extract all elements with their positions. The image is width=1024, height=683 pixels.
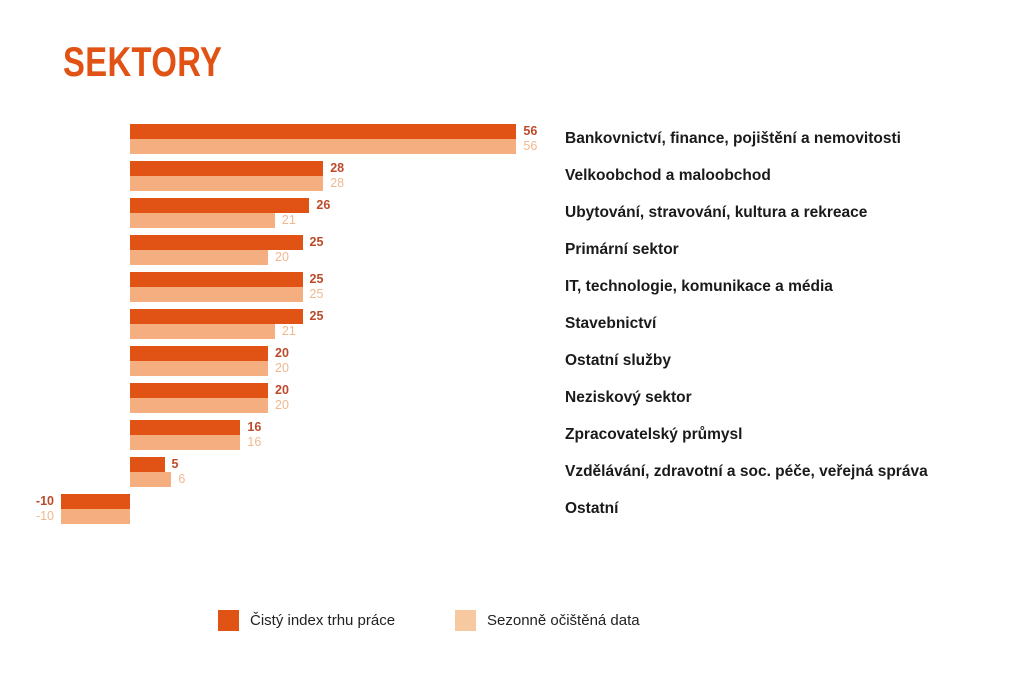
chart-row: 5 6 Vzdělávání, zdravotní a soc. péče, veř…	[0, 457, 1024, 494]
category-label: Ostatní	[565, 500, 619, 517]
value-label: 16	[247, 420, 262, 434]
value-label: 6	[178, 472, 186, 486]
value-label: -10	[35, 494, 54, 508]
bar-seasonal	[130, 213, 275, 228]
value-label: 20	[275, 398, 289, 412]
bar-seasonal	[130, 435, 241, 450]
chart-row: 25 25 IT, technologie, komunikace a média	[0, 272, 1024, 309]
bar-seasonal	[130, 176, 324, 191]
legend-label-seasonal: Sezonně očištěná data	[487, 612, 640, 629]
bar-net-index	[130, 346, 268, 361]
bar-net-index	[130, 420, 241, 435]
bar-net-index	[130, 383, 268, 398]
bar-seasonal	[130, 324, 275, 339]
bar-net-index	[130, 198, 310, 213]
bar-seasonal	[130, 287, 303, 302]
value-label: 25	[309, 272, 324, 286]
bar-seasonal	[130, 361, 268, 376]
chart-row: 28 28 Velkoobchod a maloobchod	[0, 161, 1024, 198]
legend-swatch-dark	[218, 610, 239, 631]
value-label: 16	[247, 435, 262, 449]
legend-label-net-index: Čistý index trhu práce	[250, 612, 396, 629]
bar-seasonal	[130, 472, 172, 487]
category-label: Primární sektor	[565, 241, 679, 258]
chart-title: SEKTORY	[63, 38, 223, 85]
value-label: 25	[309, 287, 324, 301]
bar-net-index	[130, 235, 303, 250]
bar-net-index	[130, 161, 324, 176]
chart-row: 20 20 Neziskový sektor	[0, 383, 1024, 420]
category-label: Ubytování, stravování, kultura a rekreac…	[565, 204, 868, 221]
category-label: Bankovnictví, finance, pojištění a nemov…	[565, 130, 901, 147]
value-label: 21	[281, 213, 296, 227]
category-label: Velkoobchod a maloobchod	[565, 167, 771, 184]
value-label: -10	[35, 509, 54, 523]
bar-net-index	[130, 457, 165, 472]
value-label: 28	[330, 161, 345, 175]
chart-row: 25 20 Primární sektor	[0, 235, 1024, 272]
chart-row: 16 16 Zpracovatelský průmysl	[0, 420, 1024, 457]
bar-net-index	[130, 124, 517, 139]
value-label: 25	[309, 309, 324, 323]
value-label: 20	[275, 250, 289, 264]
bar-seasonal	[130, 398, 268, 413]
value-label: 20	[275, 361, 289, 375]
value-label: 20	[275, 383, 289, 397]
value-label: 5	[171, 457, 179, 471]
category-label: Neziskový sektor	[565, 389, 692, 406]
category-label: Ostatní služby	[565, 352, 671, 369]
value-label: 25	[309, 235, 324, 249]
bar-seasonal	[130, 250, 268, 265]
chart-row: -10 -10 Ostatní	[0, 494, 1024, 531]
value-label: 26	[316, 198, 331, 212]
bar-net-index	[130, 309, 303, 324]
category-label: IT, technologie, komunikace a média	[565, 278, 833, 295]
legend-item-net-index: Čistý index trhu práce	[218, 610, 395, 631]
value-label: 28	[330, 176, 345, 190]
category-label: Stavebnictví	[565, 315, 657, 332]
value-label: 56	[523, 124, 538, 138]
value-label: 56	[523, 139, 538, 153]
legend-item-seasonal: Sezonně očištěná data	[455, 610, 640, 631]
category-label: Vzdělávání, zdravotní a soc. péče, veřej…	[565, 463, 928, 480]
chart-row: 56 56 Bankovnictví, finance, pojištění a n…	[0, 124, 1024, 161]
category-label: Zpracovatelský průmysl	[565, 426, 743, 443]
bar-seasonal	[61, 509, 130, 524]
value-label: 21	[281, 324, 296, 338]
bar-seasonal	[130, 139, 517, 154]
bar-chart: 56 56 Bankovnictví, finance, pojištění a n…	[0, 124, 1024, 531]
legend-swatch-light	[455, 610, 476, 631]
legend: Čistý index trhu práce Sezonně očištěná …	[0, 610, 1024, 634]
chart-row: 26 21 Ubytování, stravování, kultura a rek…	[0, 198, 1024, 235]
chart-row: 25 21 Stavebnictví	[0, 309, 1024, 346]
bar-net-index	[130, 272, 303, 287]
value-label: 20	[275, 346, 289, 360]
chart-row: 20 20 Ostatní služby	[0, 346, 1024, 383]
bar-net-index	[61, 494, 130, 509]
